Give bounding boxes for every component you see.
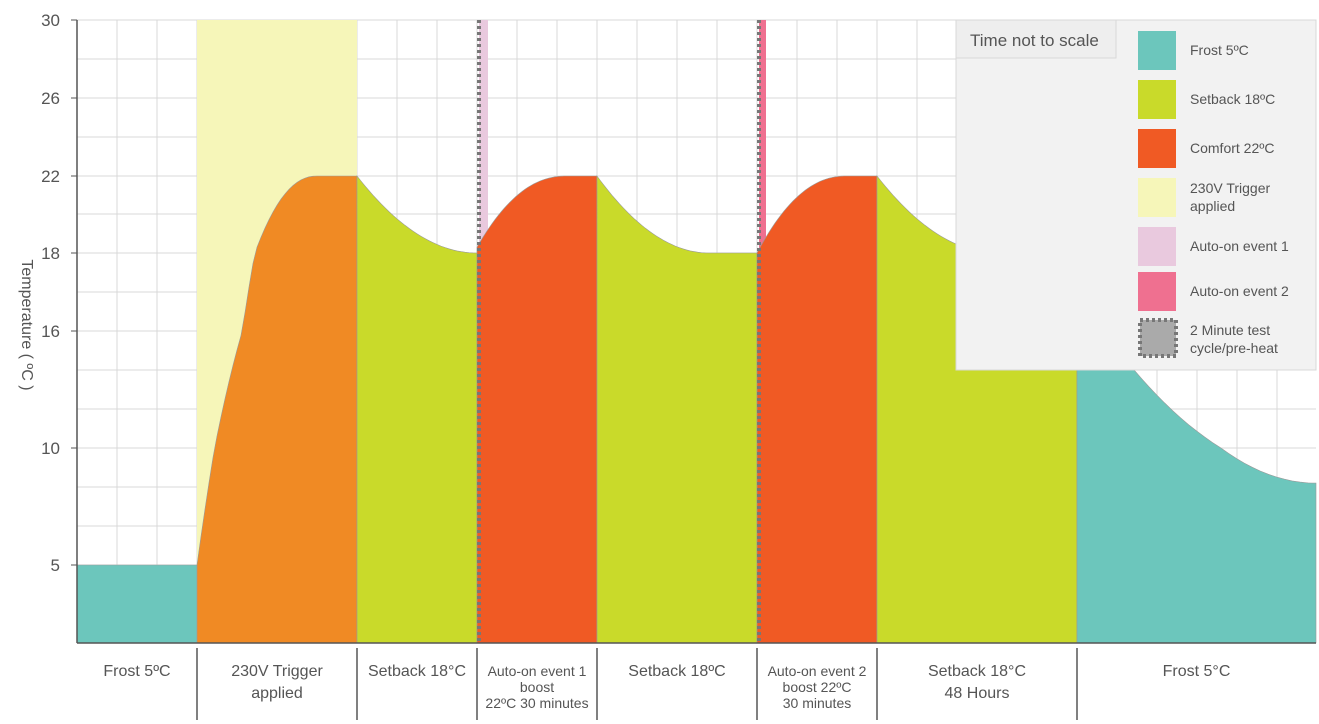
y-tick-label: 16 bbox=[41, 322, 60, 341]
phase-label-6: Auto-on event 2 bbox=[768, 663, 867, 679]
legend-label-frost: Frost 5ºC bbox=[1190, 42, 1249, 58]
legend-label-trigger_band: applied bbox=[1190, 198, 1235, 214]
legend-swatch-auto_on_2 bbox=[1138, 272, 1176, 311]
phase-label-7: Setback 18°C bbox=[928, 663, 1026, 680]
y-tick-label: 30 bbox=[41, 11, 60, 30]
legend-background bbox=[955, 19, 1317, 371]
legend-label-test_cycle: cycle/pre-heat bbox=[1190, 340, 1278, 356]
phase-labels: Frost 5ºC 230V Trigger applied Setback 18°C… bbox=[103, 648, 1230, 720]
phase-label-8: Frost 5°C bbox=[1163, 663, 1231, 680]
phase-label-7: 48 Hours bbox=[945, 685, 1010, 702]
legend-swatch-comfort bbox=[1138, 129, 1176, 168]
area-comfort-4 bbox=[476, 175, 598, 644]
note-cutout bbox=[955, 19, 1117, 59]
legend-label-comfort: Comfort 22ºC bbox=[1190, 140, 1274, 156]
area-frost-1 bbox=[76, 564, 198, 644]
area-setback-5 bbox=[596, 175, 758, 644]
event-markers bbox=[477, 20, 761, 643]
y-tick-label: 22 bbox=[41, 167, 60, 186]
phase-label-1: Frost 5ºC bbox=[103, 663, 170, 680]
legend-label-setback: Setback 18ºC bbox=[1190, 91, 1275, 107]
phase-label-5: Setback 18ºC bbox=[628, 663, 725, 680]
legend-swatch-frost bbox=[1138, 31, 1176, 70]
phase-label-3: Setback 18°C bbox=[368, 663, 466, 680]
y-tick-label: 26 bbox=[41, 89, 60, 108]
legend-swatch-trigger_band bbox=[1138, 178, 1176, 217]
legend-label-trigger_band: 230V Trigger bbox=[1190, 180, 1270, 196]
y-axis-title: Temperature ( ºC ) bbox=[18, 259, 35, 390]
y-tick-labels: 5 10 16 18 22 26 30 bbox=[41, 11, 77, 575]
phase-label-4: boost bbox=[520, 679, 554, 695]
temperature-areas bbox=[76, 175, 1317, 644]
phase-label-6: boost 22ºC bbox=[783, 679, 852, 695]
legend: Time not to scale Frost 5ºC Setback 18ºC C… bbox=[955, 19, 1317, 371]
phase-label-2: 230V Trigger bbox=[231, 663, 323, 680]
area-trigger_heat-2 bbox=[196, 175, 358, 644]
phase-label-6: 30 minutes bbox=[783, 695, 851, 711]
legend-swatch-test-cycle bbox=[1138, 318, 1178, 358]
phase-label-4: 22ºC 30 minutes bbox=[485, 695, 588, 711]
legend-swatch-setback bbox=[1138, 80, 1176, 119]
y-tick-label: 18 bbox=[41, 244, 60, 263]
y-tick-label: 10 bbox=[41, 439, 60, 458]
area-comfort-6 bbox=[756, 175, 878, 644]
phase-label-4: Auto-on event 1 bbox=[488, 663, 587, 679]
scale-note: Time not to scale bbox=[970, 31, 1099, 50]
legend-swatch-auto_on_1 bbox=[1138, 227, 1176, 266]
area-setback-3 bbox=[356, 175, 478, 644]
phase-label-2: applied bbox=[251, 685, 303, 702]
y-tick-label: 5 bbox=[51, 556, 60, 575]
legend-label-auto_on_2: Auto-on event 2 bbox=[1190, 283, 1289, 299]
legend-label-auto_on_1: Auto-on event 1 bbox=[1190, 238, 1289, 254]
legend-label-test_cycle: 2 Minute test bbox=[1190, 322, 1270, 338]
